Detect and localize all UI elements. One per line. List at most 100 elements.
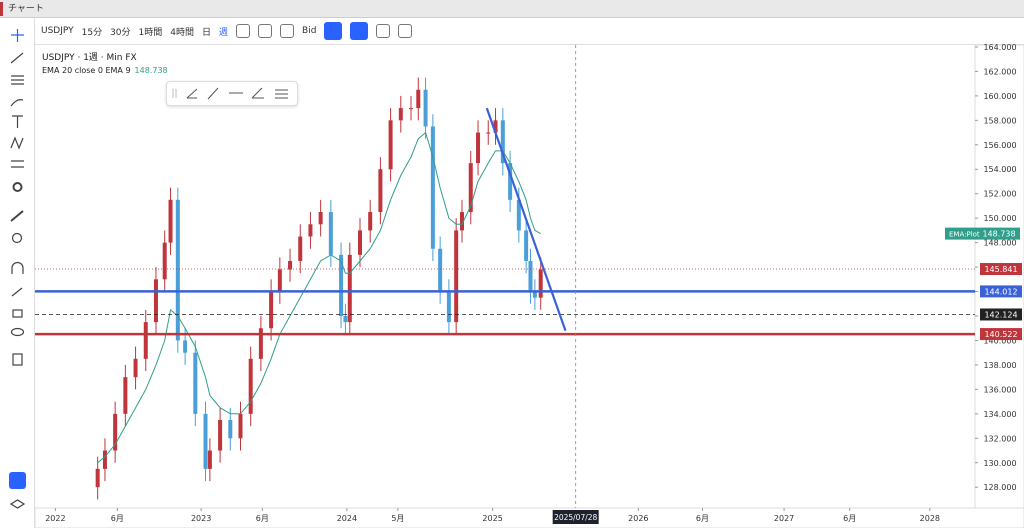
zoom-tool[interactable] bbox=[11, 232, 23, 244]
price-label-box bbox=[980, 328, 1022, 341]
candle-body bbox=[193, 352, 198, 414]
lock-tool[interactable] bbox=[12, 309, 23, 318]
candle-body bbox=[438, 248, 443, 292]
candle-body bbox=[298, 236, 303, 261]
measure-tool[interactable] bbox=[10, 210, 24, 222]
candle-body bbox=[343, 316, 348, 323]
x-tick-label: 6月 bbox=[111, 514, 124, 523]
y-tick-label: 140.000 bbox=[983, 336, 1016, 345]
legend-main: USDJPY · 1週 · Min FX bbox=[42, 53, 137, 63]
candle-body bbox=[516, 199, 521, 231]
x-tick-label: 6月 bbox=[843, 514, 856, 523]
favorites-tool[interactable] bbox=[9, 472, 26, 489]
candle-body bbox=[175, 199, 180, 341]
pattern-tool[interactable] bbox=[10, 136, 24, 150]
candle-body bbox=[446, 291, 451, 323]
candle-body bbox=[308, 224, 313, 237]
line-tool[interactable] bbox=[207, 87, 219, 100]
magnet-tool[interactable] bbox=[11, 261, 24, 275]
text-tool[interactable] bbox=[12, 115, 23, 128]
trend-tool[interactable] bbox=[10, 52, 24, 64]
candle-body bbox=[524, 230, 529, 261]
candle-body bbox=[133, 358, 138, 378]
candle-body bbox=[113, 413, 118, 451]
crosshair-label-box bbox=[552, 510, 599, 524]
price-type[interactable]: Bid bbox=[302, 26, 317, 36]
ema-label-box bbox=[945, 227, 1020, 240]
brush-tool[interactable] bbox=[10, 99, 24, 107]
fib-tool[interactable] bbox=[11, 160, 24, 168]
candle-body bbox=[207, 450, 212, 469]
price-label: 142.124 bbox=[984, 310, 1017, 319]
candle-body bbox=[468, 163, 473, 213]
candle-body bbox=[357, 230, 362, 255]
candle-body bbox=[258, 328, 263, 359]
crosshair-tool[interactable] bbox=[11, 29, 24, 42]
time-axis bbox=[34, 507, 1024, 528]
x-tick-label: 2028 bbox=[920, 514, 940, 523]
shape-tool[interactable] bbox=[12, 182, 23, 192]
candle-body bbox=[528, 260, 533, 292]
legend-ema: EMA 20 close 0 EMA 9 148.738 bbox=[42, 66, 168, 75]
ema-line bbox=[97, 131, 541, 464]
candle-body bbox=[339, 254, 344, 317]
interval[interactable]: 15分 bbox=[81, 27, 103, 38]
copy-button[interactable] bbox=[398, 24, 413, 38]
wave-button[interactable] bbox=[350, 22, 369, 40]
interval[interactable]: 4時間 bbox=[170, 27, 194, 38]
candle-body bbox=[460, 212, 465, 231]
chart-type-button[interactable] bbox=[280, 24, 295, 38]
candle-body bbox=[493, 120, 498, 133]
candle-body bbox=[277, 269, 282, 292]
candle-body bbox=[168, 199, 173, 243]
lock-draw-tool[interactable] bbox=[11, 287, 23, 297]
y-tick-label: 136.000 bbox=[983, 385, 1016, 394]
fib-tool[interactable] bbox=[275, 89, 288, 99]
candle-body bbox=[430, 126, 435, 249]
candle-body bbox=[183, 340, 188, 353]
visibility-tool[interactable] bbox=[10, 327, 25, 337]
y-tick-label: 142.000 bbox=[983, 312, 1016, 321]
price-label: 140.522 bbox=[984, 330, 1017, 339]
legend-ema-label: EMA 20 close 0 EMA 9 bbox=[42, 66, 131, 75]
drawing-toolbar bbox=[166, 81, 298, 106]
candle-body bbox=[476, 132, 481, 164]
interval[interactable]: 日 bbox=[202, 27, 212, 38]
crosshair-label: 2025/07/28 bbox=[554, 513, 597, 522]
candle-body bbox=[368, 212, 373, 231]
theme-button[interactable] bbox=[376, 24, 391, 38]
candle-body bbox=[538, 269, 543, 298]
candle-body bbox=[153, 279, 158, 323]
y-tick-label: 160.000 bbox=[983, 92, 1016, 101]
interval[interactable]: 30分 bbox=[110, 27, 131, 38]
interval[interactable]: 週 bbox=[219, 27, 229, 38]
left-toolbar bbox=[0, 18, 35, 528]
indicator-button[interactable] bbox=[258, 24, 273, 38]
price-label-box bbox=[980, 285, 1022, 298]
x-tick-label: 6月 bbox=[256, 514, 269, 523]
y-tick-label: 146.000 bbox=[983, 263, 1016, 272]
y-tick-label: 152.000 bbox=[983, 190, 1016, 199]
interval[interactable]: 1時間 bbox=[138, 27, 163, 38]
line-button[interactable] bbox=[324, 22, 343, 40]
layers-tool[interactable] bbox=[9, 499, 26, 509]
y-tick-label: 132.000 bbox=[983, 434, 1016, 443]
hline-tool[interactable] bbox=[11, 75, 24, 85]
x-tick-label: 2027 bbox=[774, 514, 794, 523]
y-tick-label: 154.000 bbox=[983, 165, 1016, 174]
x-tick-label: 2025 bbox=[482, 514, 502, 523]
y-tick-label: 128.000 bbox=[983, 483, 1016, 492]
fan-tool[interactable] bbox=[251, 87, 264, 99]
add-button[interactable] bbox=[236, 24, 251, 38]
draw-tool[interactable] bbox=[186, 88, 198, 99]
candle-body bbox=[486, 132, 491, 134]
delete-tool[interactable] bbox=[12, 353, 23, 366]
window-title: チャート bbox=[0, 0, 1024, 18]
candle-body bbox=[318, 212, 323, 225]
symbol[interactable]: USDJPY bbox=[41, 26, 74, 36]
candle-body bbox=[248, 358, 253, 414]
trendline bbox=[485, 107, 567, 332]
candle-body bbox=[123, 377, 128, 414]
